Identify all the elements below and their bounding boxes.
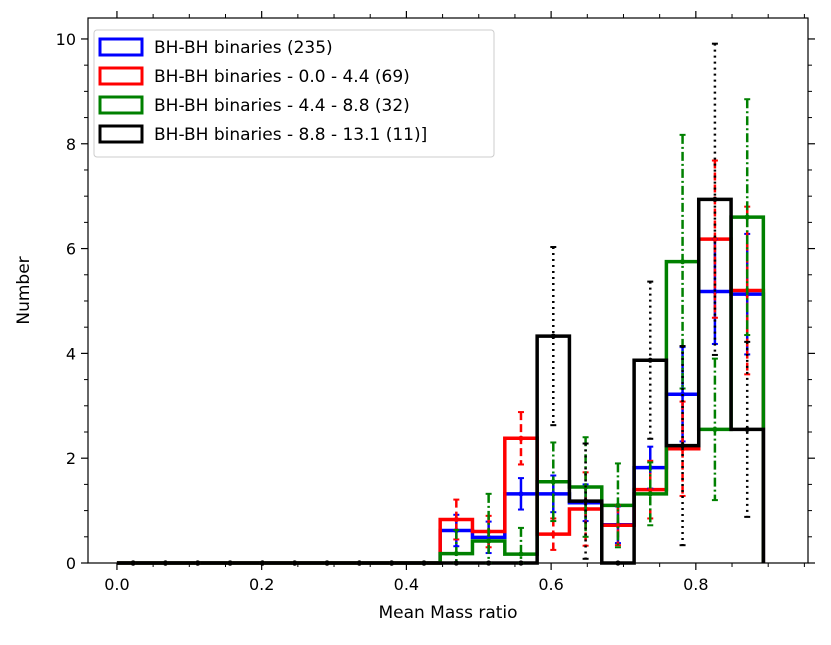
x-tick-label: 0.2	[249, 575, 274, 594]
data-point	[647, 491, 653, 497]
data-point	[679, 259, 686, 265]
legend-label: BH-BH binaries - 8.8 - 13.1 (11)]	[154, 125, 427, 145]
data-point	[744, 426, 750, 432]
data-point	[550, 531, 556, 537]
y-tick-label: 2	[66, 449, 76, 468]
data-point	[453, 550, 459, 557]
y-axis-label: Number	[14, 256, 34, 324]
data-point	[615, 502, 621, 508]
data-point	[647, 357, 653, 363]
x-tick-label: 0.4	[394, 575, 419, 594]
data-point	[712, 426, 718, 432]
data-point	[679, 443, 686, 449]
y-tick-label: 4	[66, 344, 76, 363]
y-tick-label: 10	[56, 30, 76, 49]
legend-swatch	[98, 124, 144, 144]
data-point	[712, 196, 718, 202]
legend-swatch	[98, 37, 144, 57]
data-point	[582, 498, 589, 504]
legend-swatch	[98, 66, 144, 86]
data-point	[453, 516, 459, 523]
error-bar-layer	[130, 42, 751, 566]
data-point	[647, 487, 653, 493]
y-tick-label: 0	[66, 554, 76, 573]
data-point	[712, 236, 718, 242]
legend-swatch	[98, 95, 144, 115]
data-point	[486, 538, 492, 544]
data-point	[744, 214, 750, 220]
data-point	[518, 551, 524, 557]
data-point	[518, 435, 524, 441]
y-tick-label: 6	[66, 240, 76, 259]
data-point	[486, 534, 492, 540]
data-point	[550, 479, 556, 485]
y-tick-label: 8	[66, 135, 76, 154]
x-axis-ticks: 0.0 0.2 0.4 0.6 0.8	[104, 11, 805, 594]
legend-label: BH-BH binaries - 0.0 - 4.4 (69)	[154, 67, 410, 87]
legend-label: BH-BH binaries (235)	[154, 38, 333, 58]
legend: BH-BH binaries (235) BH-BH binaries - 0.0…	[93, 29, 495, 158]
legend-label: BH-BH binaries - 4.4 - 8.8 (32)	[154, 96, 410, 116]
data-point	[615, 522, 621, 528]
x-tick-label: 0.0	[104, 575, 129, 594]
x-tick-label: 0.8	[683, 575, 708, 594]
data-point	[550, 333, 556, 339]
legend-frame	[93, 29, 495, 158]
plot-frame	[87, 17, 809, 564]
x-tick-label: 0.6	[538, 575, 563, 594]
x-axis-label: Mean Mass ratio	[378, 603, 517, 623]
y-axis-ticks: 0 2 4 6 8 10	[56, 30, 815, 573]
data-point	[518, 491, 524, 497]
